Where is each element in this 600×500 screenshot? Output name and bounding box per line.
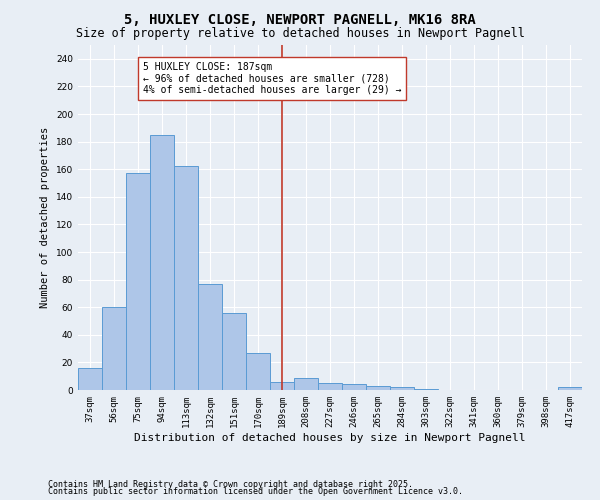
Bar	[294, 378, 318, 390]
Text: Contains public sector information licensed under the Open Government Licence v3: Contains public sector information licen…	[48, 487, 463, 496]
Bar	[222, 312, 246, 390]
Text: Size of property relative to detached houses in Newport Pagnell: Size of property relative to detached ho…	[76, 26, 524, 40]
Y-axis label: Number of detached properties: Number of detached properties	[40, 127, 50, 308]
Bar	[414, 388, 438, 390]
Bar	[558, 387, 582, 390]
Bar	[102, 307, 126, 390]
Bar	[366, 386, 390, 390]
Bar	[270, 382, 294, 390]
X-axis label: Distribution of detached houses by size in Newport Pagnell: Distribution of detached houses by size …	[134, 432, 526, 442]
Bar	[126, 174, 150, 390]
Text: 5 HUXLEY CLOSE: 187sqm
← 96% of detached houses are smaller (728)
4% of semi-det: 5 HUXLEY CLOSE: 187sqm ← 96% of detached…	[143, 62, 401, 95]
Bar	[174, 166, 198, 390]
Bar	[78, 368, 102, 390]
Bar	[390, 387, 414, 390]
Bar	[342, 384, 366, 390]
Bar	[246, 352, 270, 390]
Text: Contains HM Land Registry data © Crown copyright and database right 2025.: Contains HM Land Registry data © Crown c…	[48, 480, 413, 489]
Bar	[150, 134, 174, 390]
Bar	[318, 383, 342, 390]
Bar	[198, 284, 222, 390]
Text: 5, HUXLEY CLOSE, NEWPORT PAGNELL, MK16 8RA: 5, HUXLEY CLOSE, NEWPORT PAGNELL, MK16 8…	[124, 12, 476, 26]
